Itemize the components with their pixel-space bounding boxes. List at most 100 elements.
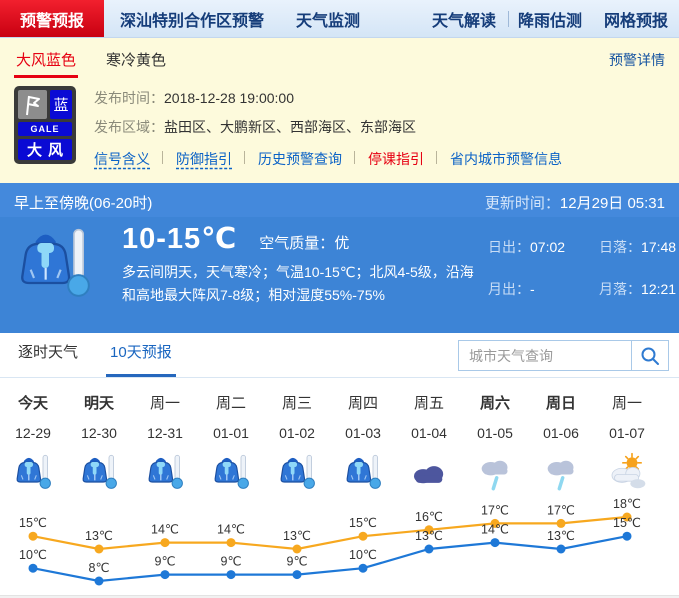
svg-text:9℃: 9℃ <box>287 555 308 569</box>
gale-blue-signal-icon: 蓝 GALE 大风 <box>14 86 76 164</box>
day-date: 12-29 <box>15 425 51 441</box>
sun-moon-times: 日出：07:02 日落：17:48 月出：- 月落：12:21 <box>488 237 676 307</box>
day-date: 01-05 <box>477 425 513 441</box>
nav-tab[interactable]: 天气监测 <box>296 12 361 30</box>
light-rain-icon <box>547 460 574 491</box>
day-name: 周日 <box>545 395 576 412</box>
signal-name: 大风 <box>18 139 72 160</box>
air-quality: 空气质量：优 <box>259 235 350 252</box>
nav-link[interactable]: 天气解读 <box>421 0 509 37</box>
publish-area-label: 发布区域： <box>94 119 164 135</box>
alert-link[interactable]: 历史预警查询 <box>258 149 355 169</box>
forecast-day-column[interactable]: 周一 01-07 <box>594 392 660 493</box>
day-weather-icon <box>396 451 462 493</box>
svg-text:13℃: 13℃ <box>85 529 113 543</box>
cold-weather-icon <box>346 454 381 489</box>
forecast-day-column[interactable]: 周六 01-05 <box>462 392 528 493</box>
svg-text:14℃: 14℃ <box>481 523 509 537</box>
alert-link[interactable]: 省内城市预警信息 <box>450 151 562 167</box>
overcast-icon <box>414 466 444 484</box>
svg-text:9℃: 9℃ <box>155 555 176 569</box>
alert-link[interactable]: 信号含义 <box>94 149 163 169</box>
svg-text:16℃: 16℃ <box>415 510 443 524</box>
svg-text:13℃: 13℃ <box>283 529 311 543</box>
forecast-day-column[interactable]: 周四 01-03 <box>330 392 396 493</box>
svg-text:14℃: 14℃ <box>151 523 179 537</box>
temperature-chart: 15℃ 13℃ 14℃ 14℃ 13℃ 15℃ 16℃ 17℃ 17℃ 18℃ 10℃ 8℃ 9℃ 9℃ 9… <box>0 493 679 595</box>
day-date: 01-01 <box>213 425 249 441</box>
nav-tab[interactable]: 深汕特别合作区预警 <box>120 12 265 30</box>
day-weather-icon <box>0 451 66 493</box>
day-name: 周五 <box>413 395 444 412</box>
svg-text:13℃: 13℃ <box>547 529 575 543</box>
signal-code: GALE <box>18 122 72 136</box>
temperature-range: 10-15℃ <box>122 223 238 255</box>
alert-link[interactable]: 停课指引 <box>368 149 437 169</box>
forecast-tab[interactable]: 逐时天气 <box>18 344 79 361</box>
day-weather-icon <box>462 451 528 493</box>
publish-time-row: 发布时间：2018-12-28 19:00:00 <box>94 88 665 108</box>
warning-section: 大风蓝色 寒冷黄色 预警详情 蓝 GALE 大风 发布时间：2018-12-28… <box>0 38 679 183</box>
weather-description: 多云间阴天，天气寒冷；气温10-15℃；北风4-5级，沿海和高地最大阵风7-8级… <box>122 264 474 304</box>
svg-text:10℃: 10℃ <box>19 548 47 562</box>
publish-area-row: 发布区域：盐田区、大鹏新区、西部海区、东部海区 <box>94 117 665 137</box>
alert-links: 信号含义 防御指引 历史预警查询 停课指引 省内城市预警信息 <box>94 149 665 169</box>
day-weather-icon <box>66 451 132 493</box>
day-name: 周四 <box>347 395 378 412</box>
day-weather-icon <box>594 451 660 493</box>
forecast-day-column[interactable]: 周日 01-06 <box>528 392 594 493</box>
search-button[interactable] <box>631 341 668 370</box>
forecast-period: 早上至傍晚(06-20时) <box>14 195 153 212</box>
forecast-tab[interactable]: 10天预报 <box>106 331 176 377</box>
day-weather-icon <box>330 451 396 493</box>
forecast-day-column[interactable]: 周一 12-31 <box>132 392 198 493</box>
forecast-day-column[interactable]: 今天 12-29 <box>0 392 66 493</box>
cold-weather-icon <box>214 454 249 489</box>
svg-text:17℃: 17℃ <box>481 503 509 517</box>
forecast-day-column[interactable]: 周二 01-01 <box>198 392 264 493</box>
forecast-day-column[interactable]: 周五 01-04 <box>396 392 462 493</box>
day-name: 周二 <box>215 395 246 412</box>
city-search <box>458 340 669 371</box>
svg-text:18℃: 18℃ <box>613 497 641 511</box>
svg-text:17℃: 17℃ <box>547 503 575 517</box>
update-time-value: 12月29日 05:31 <box>559 195 665 212</box>
update-time-row: 更新时间：12月29日 05:31 <box>485 192 665 213</box>
publish-time-value: 2018-12-28 19:00:00 <box>164 90 294 106</box>
day-date: 12-31 <box>147 425 183 441</box>
current-weather-panel: 早上至傍晚(06-20时) 更新时间：12月29日 05:31 10-15℃ 空… <box>0 183 679 333</box>
day-date: 01-02 <box>279 425 315 441</box>
cold-weather-icon <box>16 454 51 489</box>
day-date: 01-07 <box>609 425 645 441</box>
day-weather-icon <box>198 451 264 493</box>
svg-text:14℃: 14℃ <box>217 523 245 537</box>
light-rain-icon <box>481 460 508 491</box>
warning-tab[interactable]: 寒冷黄色 <box>106 51 167 69</box>
cold-weather-icon <box>21 228 90 297</box>
nav-link[interactable]: 网格预报 <box>603 12 668 30</box>
day-weather-icon <box>528 451 594 493</box>
day-date: 01-03 <box>345 425 381 441</box>
update-time-label: 更新时间： <box>484 195 560 212</box>
sun-moon-item: 月落：12:21 <box>599 280 677 297</box>
warning-detail-link[interactable]: 预警详情 <box>609 52 665 68</box>
current-weather-icon <box>14 221 94 305</box>
city-search-input[interactable] <box>459 341 631 370</box>
bottom-strip <box>0 595 679 598</box>
signal-level-badge: 蓝 <box>50 90 72 119</box>
svg-text:15℃: 15℃ <box>349 516 377 530</box>
forecast-day-column[interactable]: 明天 12-30 <box>66 392 132 493</box>
nav-tab[interactable]: 预警预报 <box>0 0 105 37</box>
day-date: 12-30 <box>81 425 117 441</box>
svg-text:15℃: 15℃ <box>19 516 47 530</box>
sun-moon-item: 日落：17:48 <box>599 239 677 255</box>
cold-weather-icon <box>148 454 183 489</box>
forecast-day-column[interactable]: 周三 01-02 <box>264 392 330 493</box>
day-name: 周三 <box>281 395 312 412</box>
day-name: 周一 <box>149 395 180 412</box>
sun-moon-item: 日出：07:02 <box>488 239 566 255</box>
day-name: 今天 <box>17 395 48 412</box>
alert-link[interactable]: 防御指引 <box>176 149 245 169</box>
nav-link[interactable]: 降雨估测 <box>517 12 582 30</box>
warning-tab[interactable]: 大风蓝色 <box>14 43 79 78</box>
